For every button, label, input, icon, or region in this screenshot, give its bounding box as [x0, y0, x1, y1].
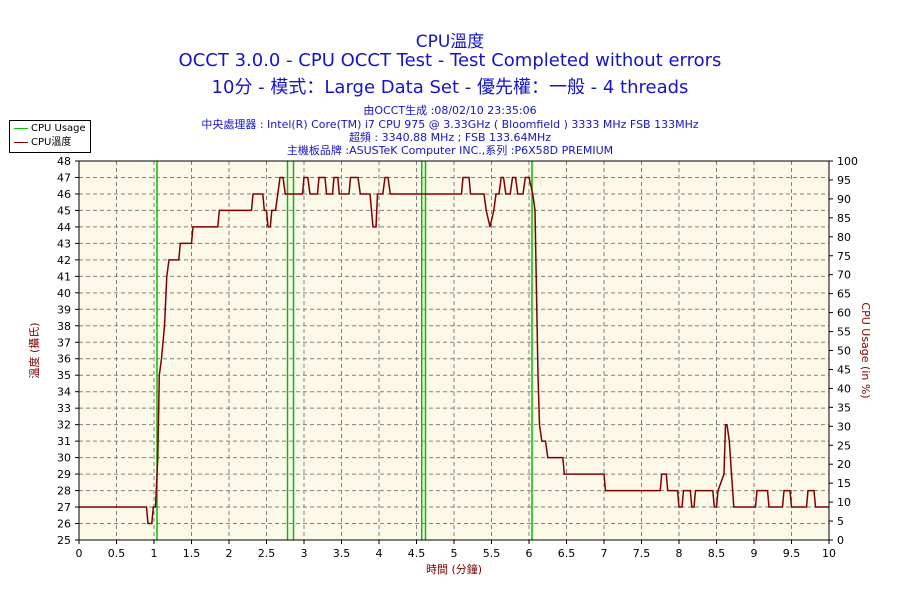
y-left-tick-label: 36: [57, 353, 71, 366]
y-left-tick-label: 37: [57, 336, 71, 349]
y-right-tick-label: 60: [837, 307, 851, 320]
x-tick-label: 5: [451, 547, 458, 560]
y-left-tick-label: 34: [57, 386, 71, 399]
x-tick-label: 10: [822, 547, 836, 560]
y-left-tick-label: 44: [57, 221, 71, 234]
y-left-tick-label: 48: [57, 155, 71, 168]
info-motherboard: 主機板品牌 :ASUSTeK Computer INC.,系列 :P6X58D …: [286, 144, 614, 157]
y-left-tick-label: 33: [57, 402, 71, 415]
x-tick-label: 9: [751, 547, 758, 560]
y-left-tick-label: 47: [57, 171, 71, 184]
y-left-tick-label: 29: [57, 468, 71, 481]
y-right-tick-label: 80: [837, 231, 851, 244]
y-right-tick-label: 30: [837, 420, 851, 433]
x-tick-label: 0.5: [108, 547, 126, 560]
x-tick-label: 2: [226, 547, 233, 560]
cpu-temp-line: [79, 176, 829, 525]
legend-item-cpu-usage: CPU Usage: [14, 122, 86, 136]
y-left-tick-label: 42: [57, 254, 71, 267]
y-left-tick-label: 38: [57, 320, 71, 333]
y-left-tick-label: 28: [57, 485, 71, 498]
x-tick-label: 4.5: [408, 547, 426, 560]
y-left-tick-label: 30: [57, 452, 71, 465]
y-left-tick-label: 39: [57, 303, 71, 316]
y-left-tick-label: 31: [57, 435, 71, 448]
y-left-tick-label: 26: [57, 518, 71, 531]
chart-subtitle-mode: 10分 - 模式：Large Data Set - 優先權：一般 - 4 thr…: [211, 77, 689, 98]
plot-frame: [78, 160, 830, 541]
y-left-tick-label: 43: [57, 237, 71, 250]
y-left-tick-label: 25: [57, 534, 71, 547]
legend-swatch-cpu-temp: [14, 141, 28, 143]
y-left-tick-label: 32: [57, 419, 71, 432]
y-left-tick-label: 46: [57, 188, 71, 201]
y-left-axis-label: 溫度 (攝氏): [27, 322, 41, 378]
x-tick-label: 1.5: [183, 547, 201, 560]
y-right-tick-label: 25: [837, 439, 851, 452]
x-tick-label: 2.5: [258, 547, 276, 560]
chart-title: CPU溫度: [415, 32, 485, 52]
info-generated: 由OCCT生成 :08/02/10 23:35:06: [363, 104, 537, 117]
info-cpu: 中央處理器 : Intel(R) Core(TM) i7 CPU 975 @ 3…: [201, 118, 699, 131]
y-right-tick-label: 45: [837, 363, 851, 376]
y-right-tick-label: 35: [837, 401, 851, 414]
y-right-tick-label: 55: [837, 326, 851, 339]
y-right-tick-label: 50: [837, 345, 851, 358]
y-left-tick-label: 35: [57, 369, 71, 382]
y-right-tick-label: 10: [837, 496, 851, 509]
y-right-tick-label: 5: [837, 515, 844, 528]
y-left-tick-label: 27: [57, 501, 71, 514]
x-tick-label: 3.5: [333, 547, 351, 560]
y-right-tick-label: 40: [837, 382, 851, 395]
x-tick-label: 5.5: [483, 547, 501, 560]
x-axis-label: 時間 (分鐘): [426, 562, 482, 576]
y-right-tick-label: 90: [837, 193, 851, 206]
x-tick-label: 8: [676, 547, 683, 560]
y-right-axis-label: CPU Usage (in %): [859, 302, 872, 398]
y-right-tick-label: 0: [837, 534, 844, 547]
x-tick-label: 7: [601, 547, 608, 560]
y-right-tick-label: 20: [837, 458, 851, 471]
chart-legend: CPU Usage CPU溫度: [9, 120, 91, 153]
y-right-tick-label: 85: [837, 212, 851, 225]
x-tick-label: 8.5: [708, 547, 726, 560]
y-right-tick-label: 75: [837, 250, 851, 263]
y-left-tick-label: 45: [57, 204, 71, 217]
y-right-tick-label: 95: [837, 174, 851, 187]
x-tick-label: 7.5: [633, 547, 651, 560]
x-tick-label: 3: [301, 547, 308, 560]
legend-swatch-cpu-usage: [14, 127, 28, 129]
y-right-tick-label: 65: [837, 288, 851, 301]
x-tick-label: 6: [526, 547, 533, 560]
y-left-tick-label: 41: [57, 270, 71, 283]
y-right-tick-label: 15: [837, 477, 851, 490]
chart-subtitle-test: OCCT 3.0.0 - CPU OCCT Test - Test Comple…: [178, 50, 722, 71]
y-left-tick-label: 40: [57, 287, 71, 300]
x-tick-label: 9.5: [783, 547, 801, 560]
info-overclock: 超頻 : 3340.88 MHz ; FSB 133.64MHz: [348, 131, 552, 144]
x-tick-label: 4: [376, 547, 383, 560]
x-tick-label: 1: [151, 547, 158, 560]
y-right-tick-label: 70: [837, 269, 851, 282]
y-right-tick-label: 100: [837, 155, 858, 168]
legend-label-cpu-temp: CPU溫度: [31, 137, 72, 148]
legend-item-cpu-temp: CPU溫度: [14, 136, 71, 150]
x-tick-label: 0: [76, 547, 83, 560]
legend-label-cpu-usage: CPU Usage: [31, 123, 86, 134]
x-tick-label: 6.5: [558, 547, 576, 560]
